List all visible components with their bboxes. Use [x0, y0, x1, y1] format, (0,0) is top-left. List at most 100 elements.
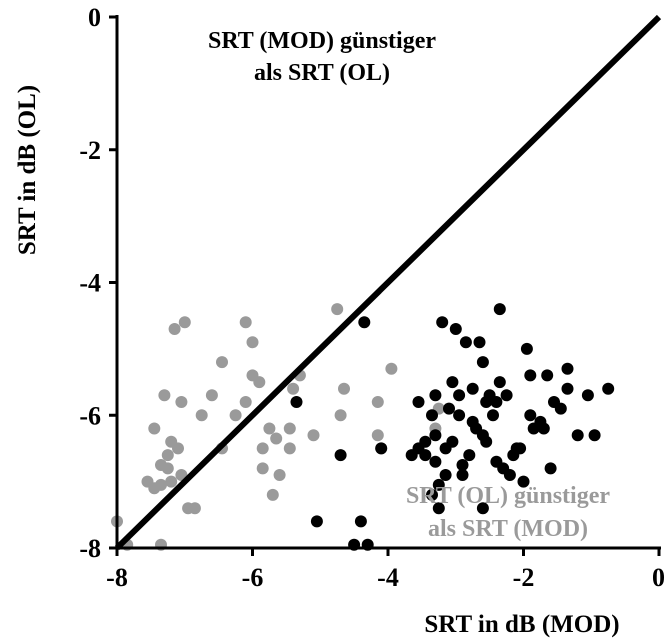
black-point-26: [449, 323, 462, 335]
black-point-62: [554, 402, 567, 415]
black-point-59: [541, 369, 554, 382]
x-tick-label-1: -6: [242, 563, 264, 592]
black-point-48: [503, 469, 516, 481]
black-point-35: [473, 336, 486, 349]
grey-point-41: [338, 382, 350, 395]
black-point-54: [524, 369, 537, 382]
black-point-38: [476, 502, 489, 515]
grey-point-33: [266, 488, 279, 501]
black-point-7: [375, 442, 388, 455]
y-tick-label-0: 0: [88, 3, 101, 32]
grey-point-13: [172, 442, 184, 455]
x-tick-label-0: -8: [106, 563, 128, 592]
grey-point-24: [229, 409, 242, 422]
y-tick-label-3: -6: [79, 401, 101, 430]
grey-point-10: [165, 475, 178, 488]
black-point-19: [432, 502, 445, 515]
grey-point-39: [307, 429, 320, 442]
black-point-11: [419, 435, 432, 448]
grey-point-44: [371, 429, 384, 442]
black-point-64: [561, 382, 574, 395]
x-tick-label-4: 0: [652, 563, 665, 592]
black-point-67: [588, 429, 601, 442]
black-point-66: [581, 389, 594, 402]
grey-point-49: [283, 422, 296, 435]
annotation-lower-line-2: als SRT (MOD): [428, 516, 588, 542]
grey-point-21: [205, 389, 218, 402]
x-axis-title: SRT in dB (MOD): [424, 611, 619, 638]
grey-point-12: [168, 323, 181, 335]
black-point-36: [476, 356, 489, 369]
grey-point-32: [263, 422, 276, 435]
black-point-28: [453, 409, 466, 422]
data-points: [111, 303, 615, 551]
grey-point-25: [239, 396, 252, 408]
black-point-60: [544, 462, 557, 475]
grey-point-30: [256, 442, 269, 455]
grey-point-18: [188, 502, 201, 515]
black-point-42: [490, 396, 503, 408]
black-point-24: [446, 435, 459, 448]
black-point-27: [453, 389, 466, 402]
y-axis-title: SRT in dB (OL): [14, 85, 41, 255]
x-tick-label-2: -4: [377, 563, 399, 592]
grey-point-26: [239, 316, 252, 329]
black-point-12: [419, 449, 432, 462]
grey-point-28: [246, 336, 259, 349]
black-point-31: [459, 336, 472, 349]
black-point-15: [429, 455, 442, 468]
black-point-14: [426, 488, 438, 501]
black-point-25: [446, 376, 459, 389]
grey-point-16: [178, 316, 191, 329]
black-point-23: [443, 402, 455, 415]
black-point-63: [561, 362, 574, 375]
black-point-1: [310, 515, 323, 528]
y-tick-label-1: -2: [79, 136, 101, 165]
grey-point-42: [334, 409, 347, 422]
axes: [109, 15, 661, 556]
black-point-2: [334, 449, 347, 462]
black-point-52: [517, 475, 530, 488]
grey-point-45: [385, 362, 398, 375]
identity-reference-line: [114, 14, 662, 551]
black-point-65: [571, 429, 584, 442]
black-point-33: [466, 382, 479, 395]
grey-point-20: [195, 409, 208, 422]
black-point-16: [429, 389, 442, 402]
black-point-17: [429, 429, 442, 442]
tick-labels: 0 -2 -4 -6 -8-8 -6 -4 -2 0: [79, 3, 665, 592]
black-point-13: [426, 409, 438, 422]
black-point-30: [456, 459, 469, 471]
black-point-18: [432, 478, 445, 491]
grey-point-29: [253, 376, 266, 389]
black-point-55: [524, 409, 537, 422]
grey-point-37: [287, 382, 300, 395]
black-point-47: [500, 389, 513, 402]
black-point-0: [290, 396, 303, 408]
grey-point-8: [161, 462, 174, 475]
grey-point-4: [148, 422, 161, 435]
grey-point-34: [270, 432, 283, 445]
y-tick-label-4: -8: [79, 534, 101, 563]
x-tick-label-3: -2: [513, 563, 535, 592]
black-point-32: [463, 449, 476, 462]
y-tick-label-2: -4: [79, 269, 101, 298]
black-point-41: [487, 409, 499, 422]
black-point-70: [466, 415, 479, 428]
grey-point-5: [155, 478, 167, 491]
black-point-51: [514, 442, 527, 455]
black-point-21: [439, 469, 452, 481]
black-point-53: [520, 342, 533, 355]
black-point-69: [480, 396, 493, 408]
black-point-20: [436, 316, 449, 329]
annotation-upper-line-2: als SRT (OL): [254, 60, 390, 86]
annotation-lower-line-1: SRT (OL) günstiger: [406, 483, 610, 509]
grey-point-7: [158, 389, 171, 402]
grey-point-36: [283, 442, 296, 455]
grey-point-40: [331, 303, 344, 316]
grey-point-9: [161, 449, 174, 462]
black-point-5: [358, 316, 371, 329]
black-point-29: [456, 469, 469, 481]
black-point-4: [354, 515, 367, 528]
